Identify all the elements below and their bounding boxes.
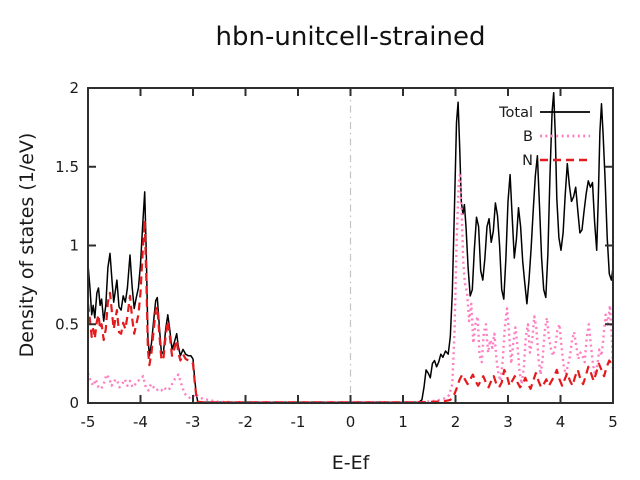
curve-total — [89, 91, 612, 402]
x-axis-label: E-Ef — [331, 452, 370, 474]
y-tick-label: 1.5 — [55, 158, 79, 176]
x-tick-label: -2 — [238, 413, 253, 431]
x-tick-label: -3 — [186, 413, 201, 431]
x-tick-label: 3 — [503, 413, 513, 431]
x-tick-label: 2 — [451, 413, 461, 431]
x-tick-label: 1 — [398, 413, 408, 431]
x-tick-label: 4 — [556, 413, 566, 431]
curve-n — [89, 219, 612, 402]
legend-label-n: N — [522, 153, 533, 169]
y-tick-label: 2 — [69, 79, 79, 97]
legend-label-total: Total — [498, 105, 533, 121]
legend-label-b: B — [523, 129, 533, 145]
curve-b — [89, 171, 612, 402]
x-tick-label: 5 — [608, 413, 618, 431]
y-tick-label: 1 — [69, 237, 79, 255]
chart-title: hbn-unitcell-strained — [215, 22, 486, 52]
x-tick-label: -1 — [291, 413, 306, 431]
x-tick-label: -5 — [81, 413, 96, 431]
x-tick-label: -4 — [133, 413, 148, 431]
x-tick-label: 0 — [346, 413, 356, 431]
plot-border — [87, 87, 614, 404]
y-tick-label: 0 — [69, 394, 79, 412]
y-tick-label: 0.5 — [55, 315, 79, 333]
